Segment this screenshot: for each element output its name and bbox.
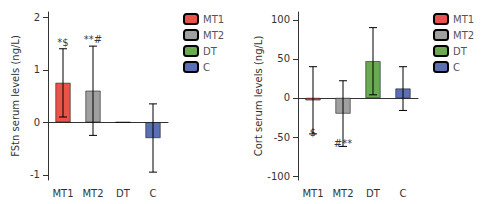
svg-text:**#: **# <box>84 34 102 45</box>
svg-text:MT1: MT1 <box>453 14 474 25</box>
svg-text:#**: #** <box>334 138 352 149</box>
svg-text:MT2: MT2 <box>203 30 224 41</box>
svg-text:MT1: MT1 <box>52 188 73 199</box>
svg-text:1: 1 <box>34 64 40 75</box>
svg-text:$: $ <box>310 127 316 138</box>
svg-text:100: 100 <box>271 14 290 25</box>
svg-text:FStn serum levels (ng/L): FStn serum levels (ng/L) <box>10 35 21 157</box>
svg-text:DT: DT <box>203 46 218 57</box>
svg-text:DT: DT <box>116 188 131 199</box>
svg-text:50: 50 <box>277 53 290 64</box>
svg-text:C: C <box>203 62 210 73</box>
svg-text:0: 0 <box>34 117 40 128</box>
svg-text:C: C <box>453 62 460 73</box>
svg-text:-50: -50 <box>274 132 290 143</box>
svg-text:DT: DT <box>366 188 381 199</box>
svg-text:Cort serum levels (ng/L): Cort serum levels (ng/L) <box>253 36 264 157</box>
svg-text:-1: -1 <box>30 169 40 180</box>
svg-text:DT: DT <box>453 46 468 57</box>
svg-text:2: 2 <box>34 12 40 23</box>
svg-text:C: C <box>150 188 157 199</box>
svg-text:C: C <box>400 188 407 199</box>
svg-text:MT2: MT2 <box>332 188 353 199</box>
svg-text:MT2: MT2 <box>453 30 474 41</box>
svg-text:0: 0 <box>284 92 290 103</box>
svg-text:*$: *$ <box>57 37 68 48</box>
svg-text:MT1: MT1 <box>302 188 323 199</box>
svg-text:-100: -100 <box>267 171 290 182</box>
svg-text:MT2: MT2 <box>82 188 103 199</box>
svg-text:MT1: MT1 <box>203 14 224 25</box>
